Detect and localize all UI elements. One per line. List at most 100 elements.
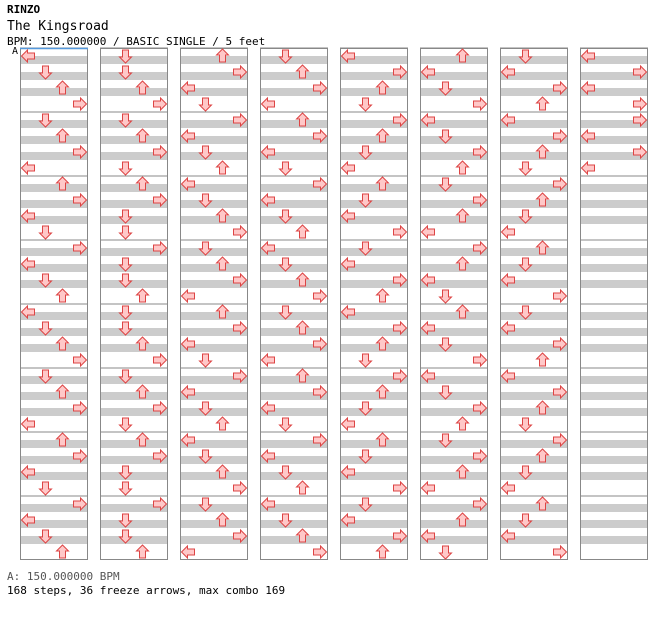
arrow-down [198,145,213,160]
song-title: The Kingsroad [7,19,109,34]
beat-stripe [260,304,328,312]
arrow-right [633,144,648,160]
beat-stripe [260,264,328,272]
arrow-up [55,176,70,191]
beat-stripe [180,472,248,480]
arrow-up [535,352,550,367]
beat-stripe [260,120,328,128]
arrow-right [553,544,568,560]
arrow-down [118,65,133,80]
beat-stripe [260,536,328,544]
arrow-down [118,305,133,320]
arrow-left [500,320,515,336]
arrow-down [118,273,133,288]
beat-stripe [500,408,568,416]
beat-stripe [500,112,568,120]
beat-stripe [180,72,248,80]
arrow-up [455,304,470,319]
arrow-left [420,480,435,496]
beat-stripe [100,72,168,80]
beat-stripe [340,184,408,192]
arrow-up [375,128,390,143]
arrow-up [455,464,470,479]
arrow-left [260,240,275,256]
beat-stripe [260,368,328,376]
beat-stripe [180,496,248,504]
arrow-left [580,160,595,176]
arrow-right [153,192,168,208]
beat-stripe [580,504,648,512]
arrow-right [233,528,248,544]
arrow-left [20,48,35,64]
arrow-right [473,400,488,416]
beat-stripe [420,280,488,288]
arrow-down [118,257,133,272]
beat-stripe [340,344,408,352]
arrow-right [633,112,648,128]
beat-stripe [420,312,488,320]
beat-stripe [420,176,488,184]
beat-stripe [580,280,648,288]
arrow-left [180,288,195,304]
beat-stripe [260,456,328,464]
beat-stripe [260,392,328,400]
beat-stripe [260,184,328,192]
beat-stripe [420,496,488,504]
arrow-right [473,144,488,160]
beat-stripe [20,472,88,480]
beat-stripe [260,328,328,336]
arrow-right [153,144,168,160]
beat-stripe [500,432,568,440]
arrow-down [198,193,213,208]
arrow-left [420,272,435,288]
arrow-left [260,352,275,368]
arrow-up [135,80,150,95]
arrow-up [375,176,390,191]
beat-stripe [100,392,168,400]
arrow-up [55,432,70,447]
beat-stripe [20,248,88,256]
arrow-down [278,513,293,528]
beat-stripe [500,136,568,144]
arrow-left [500,528,515,544]
arrow-down [198,97,213,112]
beat-stripe [580,368,648,376]
arrow-right [393,320,408,336]
beat-stripe [420,240,488,248]
beat-stripe [580,432,648,440]
beat-stripe [580,72,648,80]
beat-stripe [20,56,88,64]
arrow-left [20,304,35,320]
beat-stripe [500,120,568,128]
beat-stripe [100,200,168,208]
beat-stripe [20,520,88,528]
arrow-down [278,465,293,480]
arrow-up [375,544,390,559]
arrow-right [313,336,328,352]
beat-stripe [100,56,168,64]
arrow-down [438,81,453,96]
beat-stripe [260,240,328,248]
beat-stripe [500,48,568,56]
arrow-right [473,192,488,208]
beat-stripe [340,504,408,512]
beat-stripe [420,72,488,80]
arrow-left [260,96,275,112]
beat-stripe [260,504,328,512]
beat-stripe [340,88,408,96]
arrow-up [215,416,230,431]
arrow-down [118,465,133,480]
beat-stripe [20,72,88,80]
arrow-right [153,448,168,464]
beat-stripe [500,240,568,248]
arrow-up [455,512,470,527]
arrow-down [118,369,133,384]
arrow-left [420,64,435,80]
arrow-right [233,272,248,288]
beat-stripe [20,392,88,400]
arrow-left [180,80,195,96]
beat-stripe [260,496,328,504]
beat-stripe [180,440,248,448]
beat-stripe [340,304,408,312]
arrow-down [358,449,373,464]
